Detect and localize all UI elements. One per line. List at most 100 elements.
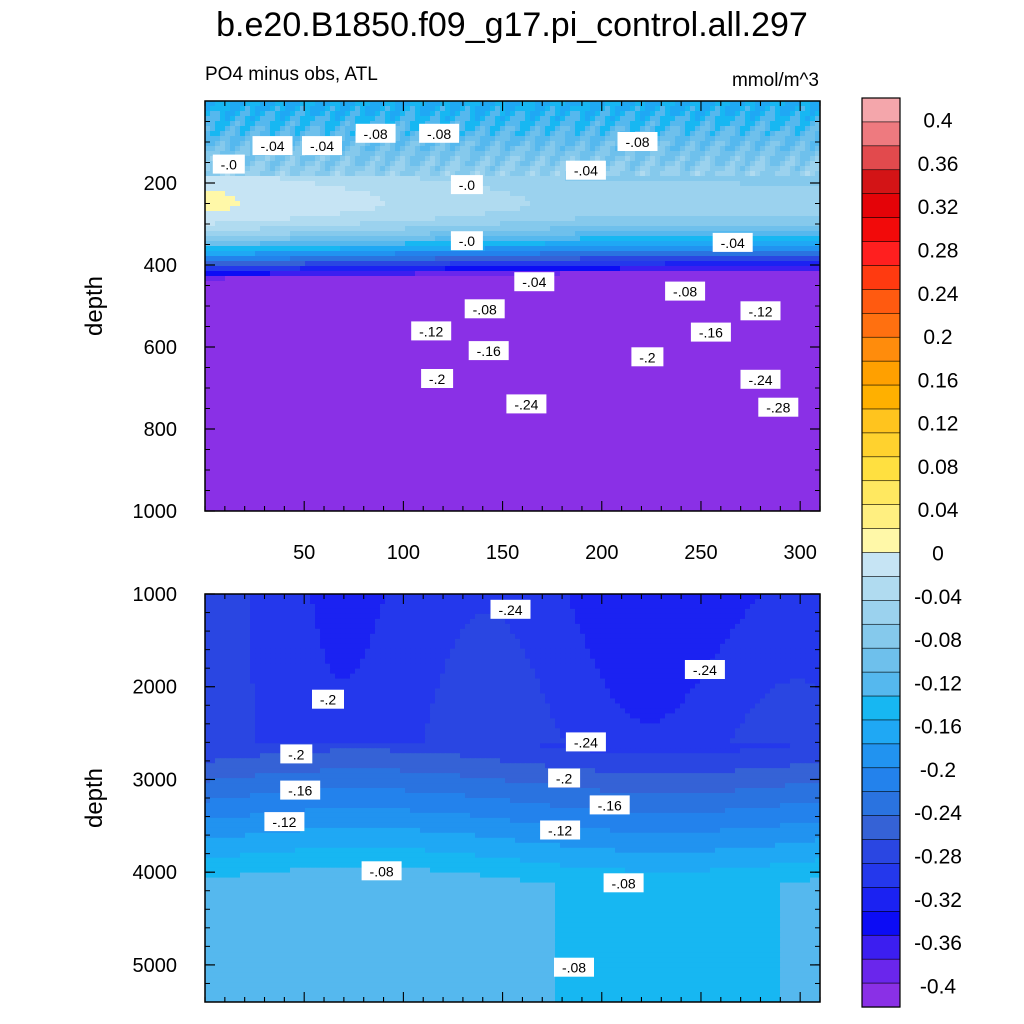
field-cell — [270, 266, 276, 272]
field-cell — [405, 301, 411, 307]
field-cell — [780, 216, 786, 222]
field-cell — [360, 121, 366, 127]
field-cell — [485, 296, 491, 302]
field-cell — [560, 201, 566, 207]
field-cell — [210, 141, 216, 147]
field-cell — [290, 231, 296, 237]
field-cell — [790, 171, 796, 177]
field-cell — [245, 136, 251, 142]
field-cell — [660, 211, 666, 217]
field-cell — [785, 186, 791, 192]
field-cell — [295, 171, 301, 177]
field-cell — [705, 191, 711, 197]
field-cell — [720, 206, 726, 212]
field-cell — [590, 261, 596, 267]
field-cell — [220, 191, 226, 197]
field-cell — [520, 116, 526, 122]
field-cell — [295, 261, 301, 267]
field-cell — [625, 246, 631, 252]
field-cell — [320, 291, 326, 297]
field-cell — [395, 211, 401, 217]
field-cell — [275, 131, 281, 137]
field-cell — [430, 276, 436, 282]
field-cell — [355, 101, 361, 107]
field-cell — [465, 101, 471, 107]
field-cell — [225, 121, 231, 127]
field-cell — [215, 246, 221, 252]
field-cell — [705, 121, 711, 127]
field-cell — [345, 136, 351, 142]
field-cell — [580, 146, 586, 152]
field-cell — [645, 246, 651, 252]
field-cell — [670, 276, 676, 282]
field-cell — [425, 246, 431, 252]
field-cell — [690, 156, 696, 162]
field-cell — [350, 136, 356, 142]
field-cell — [800, 251, 806, 257]
field-cell — [565, 216, 571, 222]
field-cell — [220, 246, 226, 252]
field-cell — [215, 171, 221, 177]
field-cell — [665, 241, 671, 247]
field-cell — [360, 101, 366, 107]
field-cell — [805, 116, 811, 122]
field-cell — [655, 251, 661, 257]
field-cell — [575, 286, 581, 292]
field-cell — [760, 181, 766, 187]
field-cell — [655, 191, 661, 197]
field-cell — [310, 191, 316, 197]
field-cell — [745, 201, 751, 207]
field-cell — [255, 231, 261, 237]
field-cell — [280, 206, 286, 212]
field-cell — [345, 151, 351, 157]
field-cell — [705, 196, 711, 202]
field-cell — [535, 111, 541, 117]
field-cell — [775, 196, 781, 202]
field-cell — [755, 181, 761, 187]
field-cell — [600, 236, 606, 242]
field-cell — [405, 261, 411, 267]
field-cell — [745, 221, 751, 227]
field-cell — [320, 261, 326, 267]
field-cell — [320, 271, 326, 277]
field-cell — [625, 216, 631, 222]
field-cell — [740, 291, 746, 297]
field-cell — [725, 161, 731, 167]
field-cell — [330, 276, 336, 282]
field-cell — [260, 266, 266, 272]
field-cell — [450, 226, 456, 232]
field-cell — [810, 131, 816, 137]
field-cell — [310, 196, 316, 202]
field-cell — [290, 206, 296, 212]
field-cell — [590, 276, 596, 282]
field-cell — [495, 296, 501, 302]
field-cell — [750, 266, 756, 272]
field-cell — [420, 221, 426, 227]
field-cell — [430, 101, 436, 107]
field-cell — [585, 206, 591, 212]
field-cell — [740, 221, 746, 227]
field-cell — [615, 231, 621, 237]
field-cell — [660, 281, 666, 287]
field-cell — [440, 281, 446, 287]
field-cell — [740, 141, 746, 147]
field-cell — [340, 181, 346, 187]
field-cell — [490, 131, 496, 137]
field-cell — [350, 206, 356, 212]
field-cell — [785, 251, 791, 257]
field-cell — [490, 176, 496, 182]
field-cell — [335, 176, 341, 182]
field-cell — [225, 281, 231, 287]
field-cell — [780, 101, 786, 107]
field-cell — [380, 171, 386, 177]
field-cell — [755, 136, 761, 142]
field-cell — [240, 111, 246, 117]
field-cell — [240, 271, 246, 277]
field-cell — [215, 186, 221, 192]
field-cell — [360, 261, 366, 267]
field-cell — [285, 106, 291, 112]
field-cell — [365, 261, 371, 267]
field-cell — [285, 221, 291, 227]
field-cell — [415, 206, 421, 212]
field-cell — [365, 271, 371, 277]
